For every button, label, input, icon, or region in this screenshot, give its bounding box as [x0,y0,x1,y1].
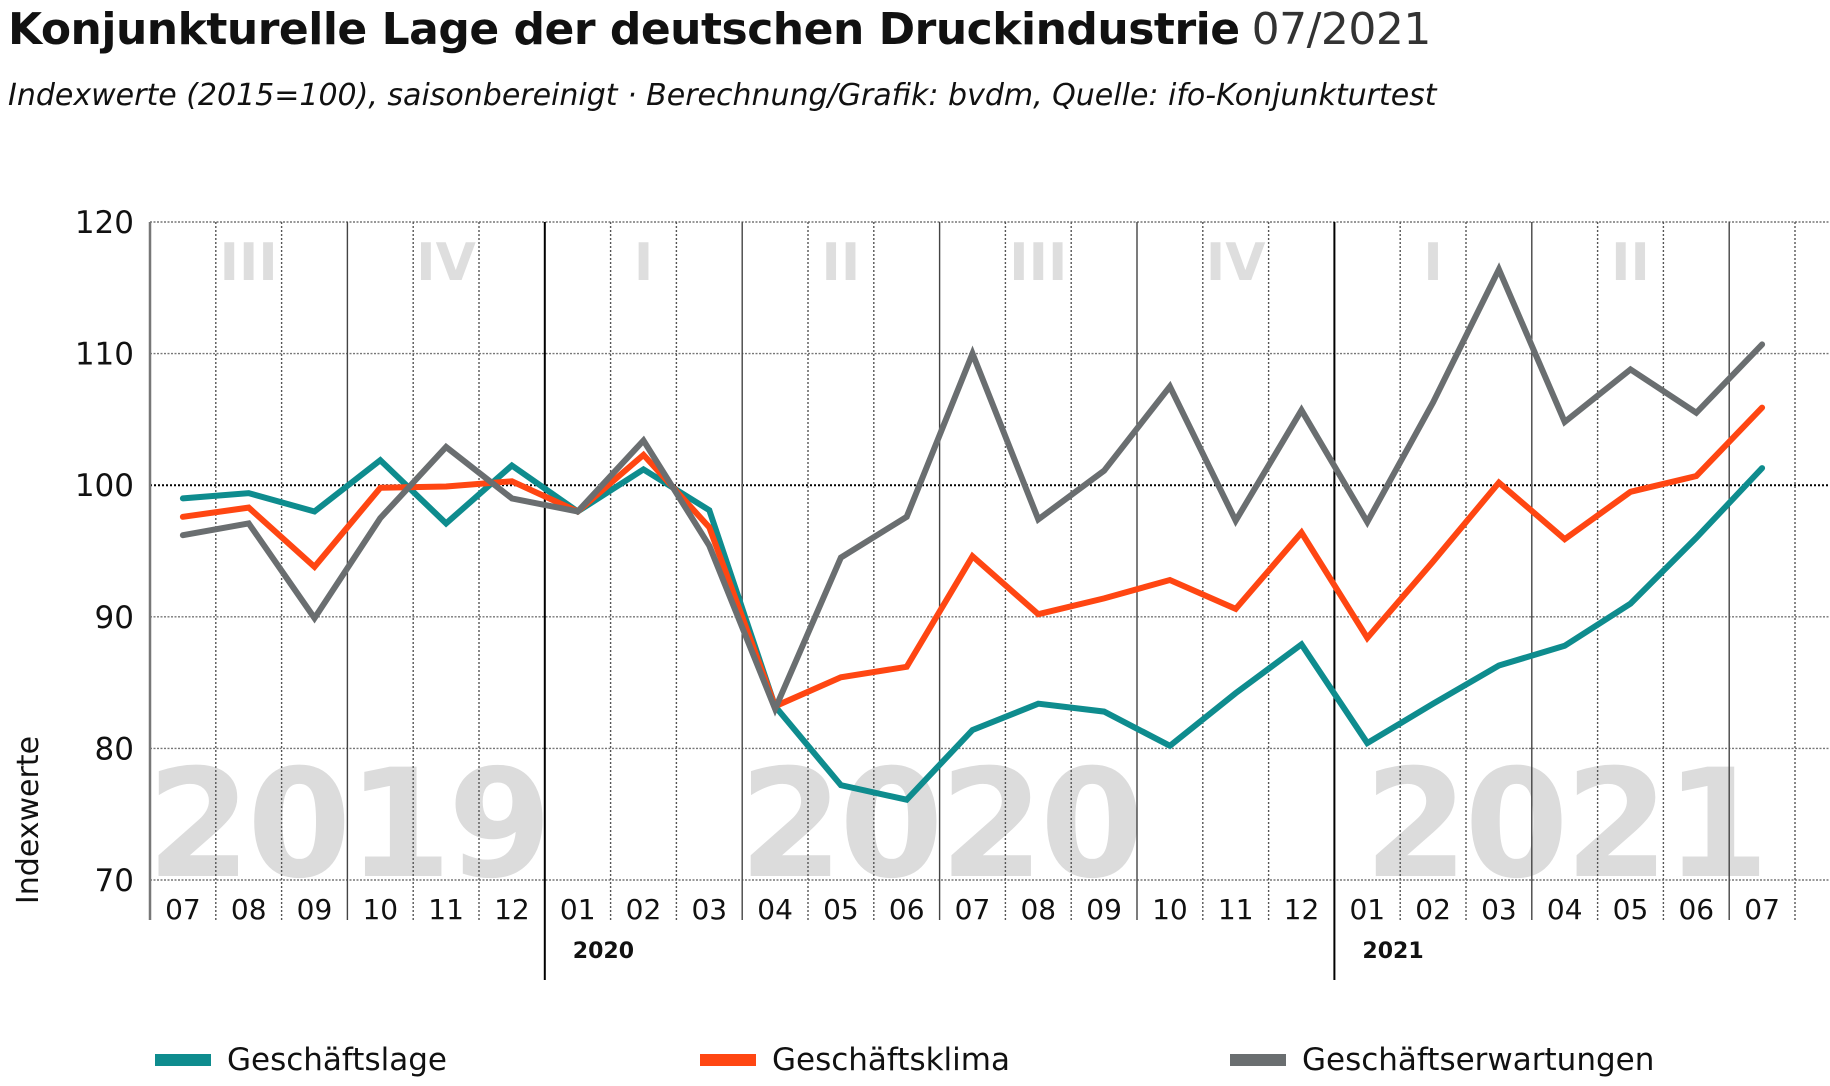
y-tick-label: 80 [95,731,134,767]
x-tick-label: 12 [1284,893,1320,926]
legend-item-geschaeftserwartungen: Geschäftserwartungen [1230,1042,1654,1078]
legend-label: Geschäftserwartungen [1302,1042,1655,1078]
y-tick-label: 90 [95,600,134,636]
quarter-label: III [220,233,278,293]
x-tick-label: 08 [1020,893,1056,926]
x-tick-label: 03 [1481,893,1517,926]
year-watermark: 2019 [147,738,548,912]
legend: Geschäftslage Geschäftsklima Geschäftser… [0,1042,1830,1086]
x-tick-label: 12 [494,893,530,926]
quarter-label: I [634,233,653,293]
x-tick-label: 11 [428,893,464,926]
x-tick-label: 03 [691,893,727,926]
y-tick-label: 120 [75,205,134,241]
quarter-label: II [1611,233,1650,293]
quarter-label: I [1423,233,1442,293]
y-tick-label: 110 [75,337,134,373]
grid [148,221,1830,980]
x-tick-label: 02 [1415,893,1451,926]
x-tick-label: 07 [165,893,201,926]
chart-title: Konjunkturelle Lage der deutschen Drucki… [8,4,1431,55]
y-axis-label: Indexwerte [11,736,46,904]
quarter-labels: III IV I II III IV I II [220,233,1650,293]
chart-title-text: Konjunkturelle Lage der deutschen Drucki… [8,4,1240,55]
x-tick-label: 06 [889,893,925,926]
series-line-geschaeftsklima [179,404,1766,711]
x-tick-label: 07 [1744,893,1780,926]
chart-subtitle: Indexwerte (2015=100), saisonbereinigt ·… [8,78,1437,113]
legend-swatch-geschaeftserwartungen [1230,1054,1286,1066]
year-marker-label: 2020 [573,939,634,964]
x-tick-label: 10 [362,893,398,926]
x-tick-label: 01 [560,893,596,926]
line-chart: 2019 2020 2021 III IV I II III IV I II 1201101009… [11,205,1830,980]
x-tick-label: 05 [1613,893,1649,926]
x-tick-label: 09 [1086,893,1122,926]
quarter-label: III [1009,233,1067,293]
year-marker-label: 2021 [1362,939,1423,964]
y-tick-label: 70 [95,863,134,899]
legend-item-geschaeftslage: Geschäftslage [155,1042,447,1078]
quarter-label: II [822,233,861,293]
year-watermark: 2021 [1364,738,1765,912]
x-tick-label: 08 [231,893,267,926]
legend-label: Geschäftsklima [772,1042,1010,1078]
x-axis: 07 08 09 10 11 12 01 02 03 04 05 06 07 08 09 10 11 12 01 02… [165,893,1780,964]
x-tick-label: 07 [955,893,991,926]
x-tick-label: 01 [1349,893,1385,926]
legend-swatch-geschaeftsklima [700,1054,756,1066]
series-lines [179,262,1766,803]
legend-label: Geschäftslage [227,1042,447,1078]
chart-date: 07/2021 [1251,4,1432,55]
x-tick-label: 09 [297,893,333,926]
quarter-label: IV [1206,233,1266,293]
x-tick-label: 06 [1678,893,1714,926]
background-year-watermarks: 2019 2020 2021 [147,738,1770,912]
x-tick-label: 05 [823,893,859,926]
legend-item-geschaeftsklima: Geschäftsklima [700,1042,1010,1078]
x-tick-label: 02 [626,893,662,926]
x-tick-label: 10 [1152,893,1188,926]
quarter-label: IV [416,233,476,293]
x-tick-label: 04 [1547,893,1583,926]
x-tick-label: 11 [1218,893,1254,926]
y-axis: 120 110 100 90 80 70 [75,205,134,899]
x-tick-label: 04 [757,893,793,926]
y-tick-label: 100 [75,468,134,504]
legend-swatch-geschaeftslage [155,1054,211,1066]
